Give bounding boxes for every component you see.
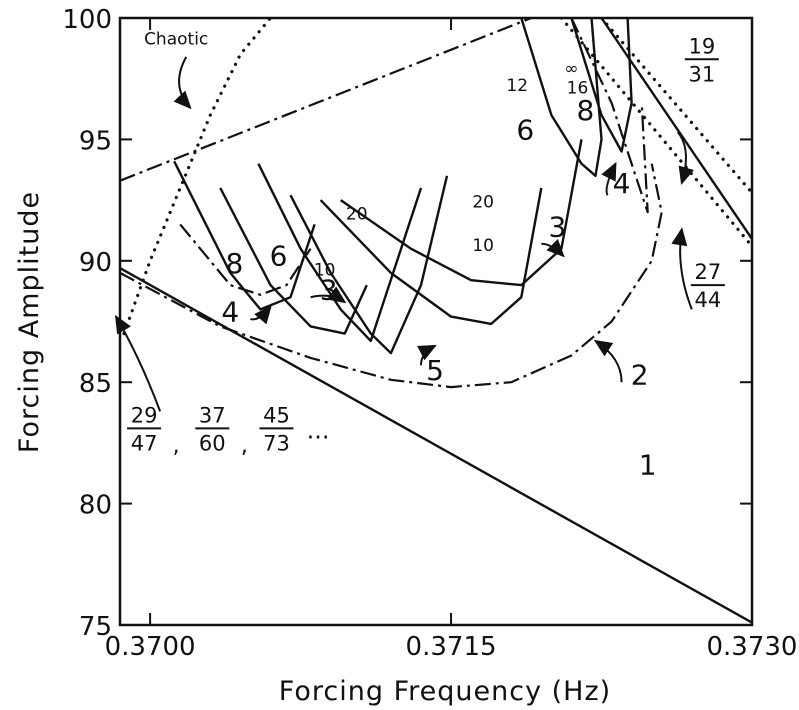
series-curve-3-mid xyxy=(257,163,423,343)
annotation-label: 4 xyxy=(613,167,631,200)
fraction-numerator: 29 xyxy=(131,403,158,427)
annotation-label: 1 xyxy=(639,448,657,481)
pointer-arrow xyxy=(310,286,347,304)
fraction-separator: , xyxy=(173,433,180,458)
annotation-label: 6 xyxy=(516,113,534,146)
annotation-label: 8 xyxy=(577,94,595,127)
series-curve-4-left-dashdot xyxy=(179,223,312,296)
x-tick-label: 0.3730 xyxy=(707,632,798,662)
series-dotted-left xyxy=(122,18,273,336)
pointer-arrow xyxy=(601,161,617,196)
annotation-label: Chaotic xyxy=(144,30,208,50)
fraction-numerator: 45 xyxy=(263,403,290,427)
y-tick-label: 80 xyxy=(79,491,112,521)
fraction-denominator: 73 xyxy=(263,431,290,455)
annotation-label: 16 xyxy=(567,78,589,98)
y-tick-label: 95 xyxy=(79,126,112,156)
annotation-label: 20 xyxy=(346,205,368,225)
series-line-19-31 xyxy=(600,18,752,240)
series-curve-3-left xyxy=(219,187,368,335)
pointer-arrow xyxy=(671,227,693,310)
fraction-numerator: 19 xyxy=(688,34,715,58)
x-axis-title: Forcing Frequency (Hz) xyxy=(279,676,611,707)
series-curve-5b xyxy=(319,187,543,326)
annotation-label: 5 xyxy=(426,354,444,387)
y-axis-title: Forcing Amplitude xyxy=(14,191,45,453)
annotation-label: 3 xyxy=(548,211,566,244)
y-tick-label: 90 xyxy=(79,248,112,278)
annotation-label: 20 xyxy=(472,192,494,212)
pointer-arrow xyxy=(250,305,272,325)
annotation-label: 12 xyxy=(506,76,528,96)
y-tick-label: 75 xyxy=(79,612,112,642)
pointer-arrow xyxy=(541,238,565,258)
series-layer xyxy=(120,18,752,624)
fraction-denominator: 60 xyxy=(199,431,226,455)
series-chaotic-line xyxy=(120,18,532,182)
x-tick-label: 0.3715 xyxy=(406,632,497,662)
pointer-arrow xyxy=(676,131,694,186)
annotation-label: ∞ xyxy=(564,59,578,79)
series-dotted-27-44 xyxy=(559,18,752,248)
series-curve-2 xyxy=(120,163,663,389)
series-curve-upper-2 xyxy=(570,18,633,153)
fraction-denominator: 31 xyxy=(688,62,715,86)
pointer-arrow xyxy=(173,56,192,110)
y-tick-label: 85 xyxy=(79,369,112,399)
pointer-arrow xyxy=(417,344,437,366)
annotation-label: 8 xyxy=(225,247,243,280)
annotation-label: 6 xyxy=(270,240,288,273)
pointer-arrow xyxy=(114,314,162,412)
x-tick-label: 0.3700 xyxy=(105,632,196,662)
fraction-separator: , xyxy=(241,433,248,458)
pointer-arrow xyxy=(593,339,623,383)
fraction-numerator: 27 xyxy=(694,260,721,284)
y-tick-label: 100 xyxy=(62,5,112,35)
series-curve-5 xyxy=(289,175,449,355)
arrow-layer xyxy=(114,56,694,412)
series-curve-3-right xyxy=(340,139,583,287)
series-curve-upper-dashdot xyxy=(570,18,649,214)
fraction-numerator: 37 xyxy=(199,403,226,427)
annotation-label: 10 xyxy=(472,236,494,256)
fraction-denominator: 44 xyxy=(694,288,721,312)
fraction-denominator: 47 xyxy=(131,431,158,455)
annotation-label: 4 xyxy=(221,296,239,329)
fraction-ellipsis: ... xyxy=(307,416,330,444)
annotation-label: 2 xyxy=(631,359,649,392)
annotation-label: 10 xyxy=(314,260,336,280)
series-curve-upper-1 xyxy=(520,18,603,177)
